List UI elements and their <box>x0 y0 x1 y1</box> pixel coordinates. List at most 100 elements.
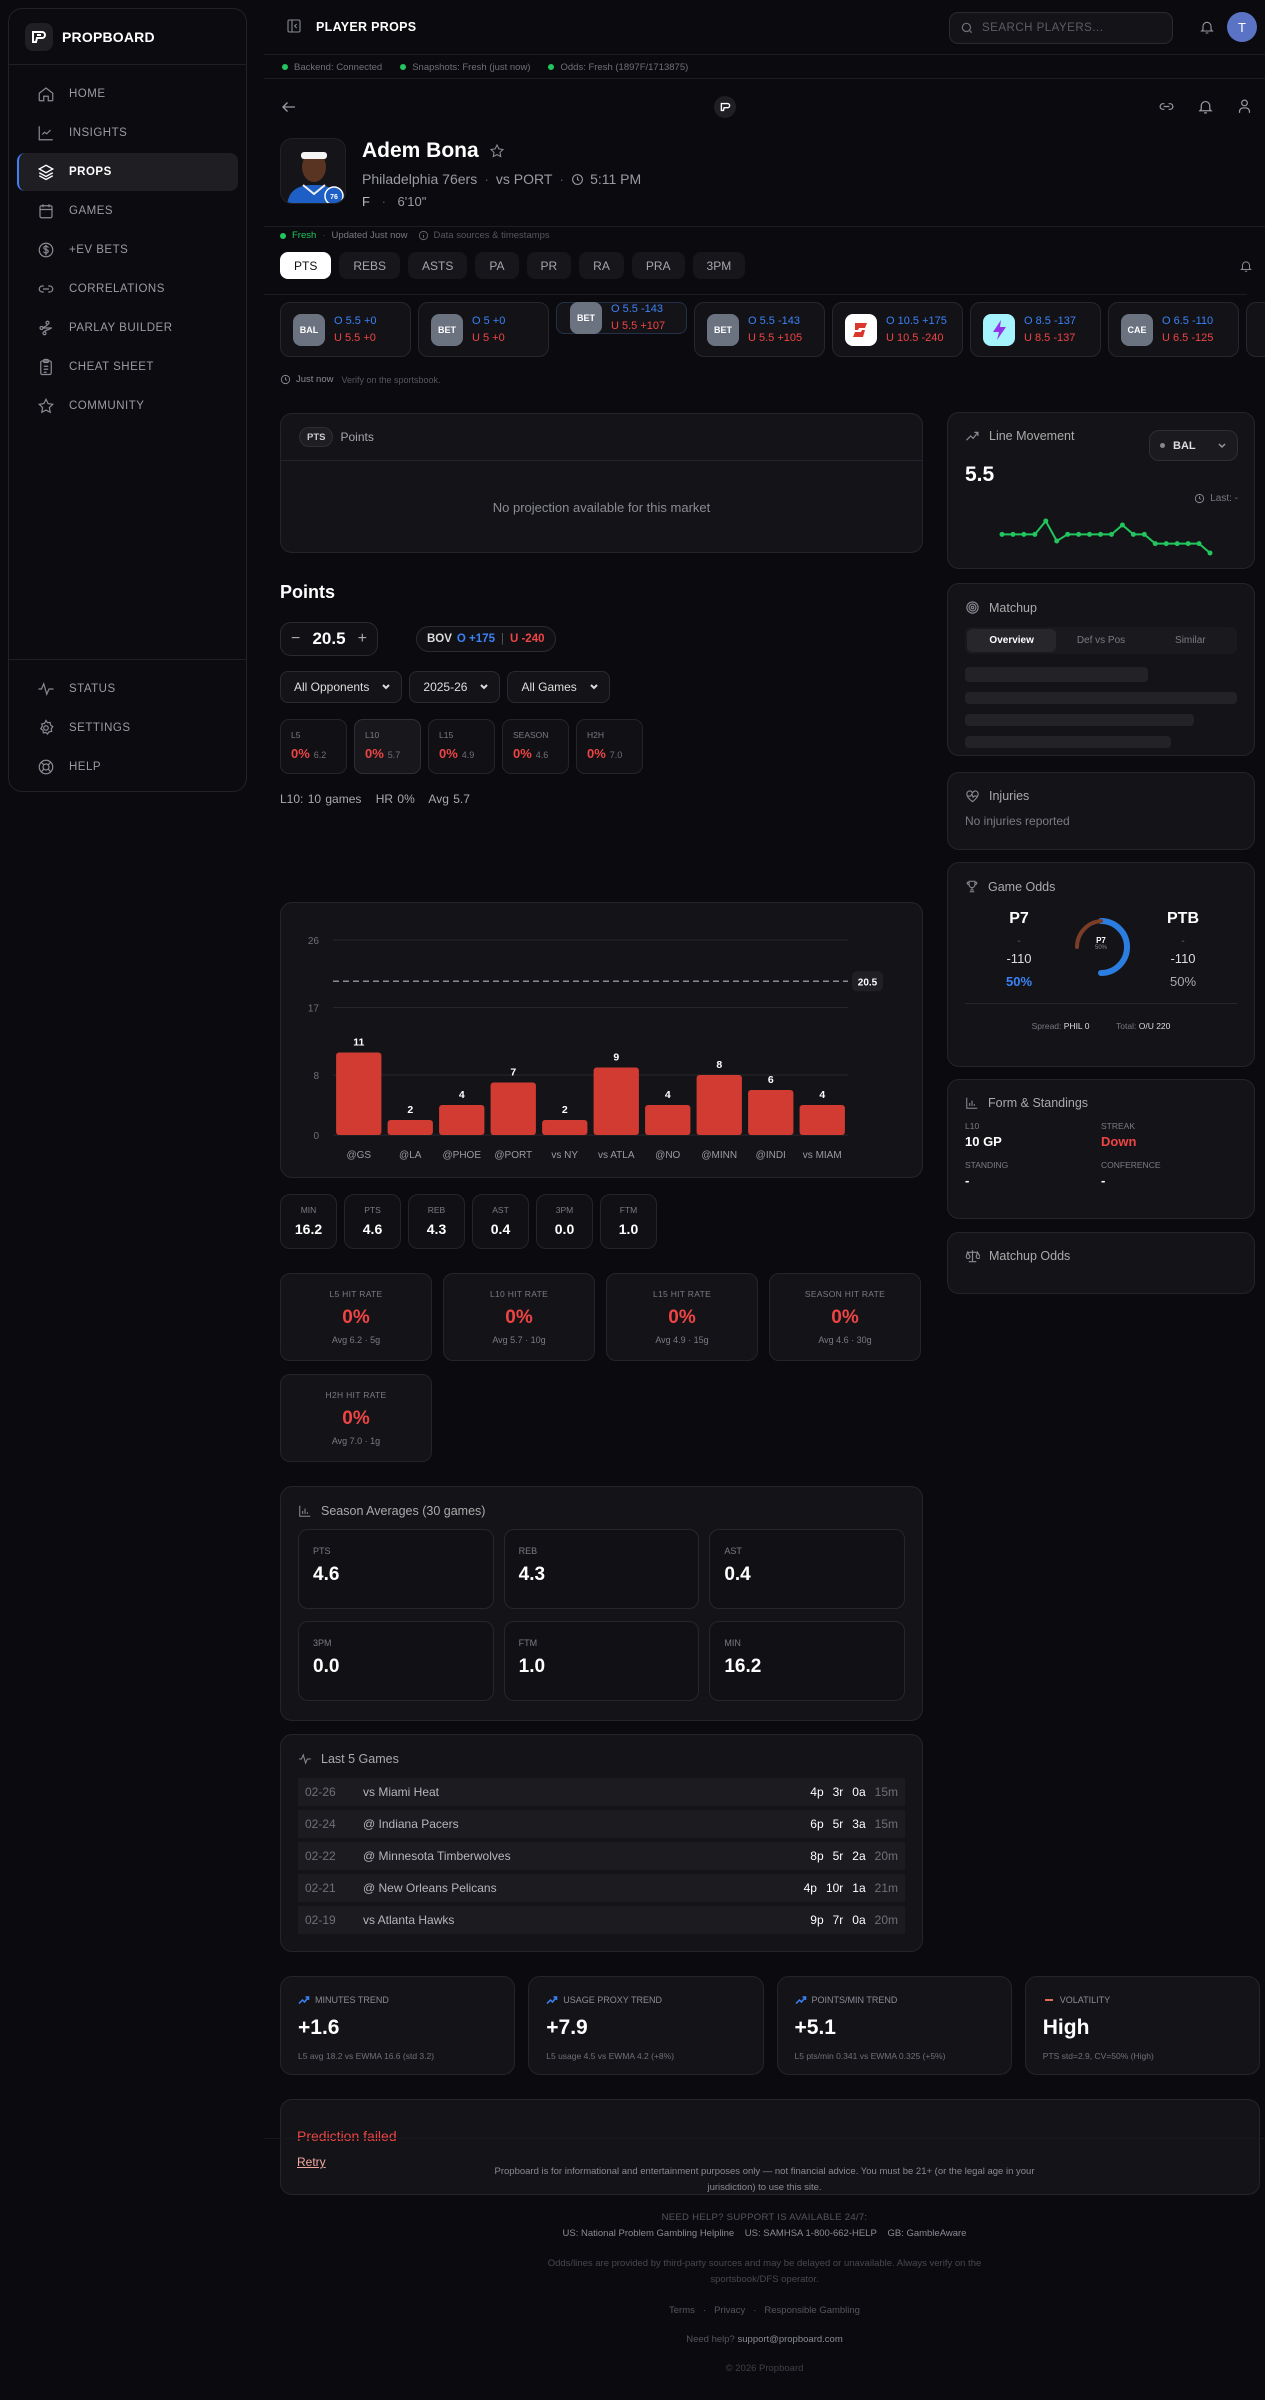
sidebar-item-props[interactable]: PROPS <box>17 153 238 191</box>
bar-chart-icon <box>965 1096 988 1110</box>
tab-3pm[interactable]: 3PM <box>692 252 746 279</box>
tab-def-vs-pos[interactable]: Def vs Pos <box>1076 635 1126 646</box>
line-value[interactable]: 20.5 <box>312 629 346 648</box>
sidebar-item-help[interactable]: HELP <box>17 748 238 786</box>
notifications-bell-icon[interactable] <box>1199 18 1215 36</box>
game-row[interactable]: 02-19 vs Atlanta Hawks 9p 7r 0a 20m <box>298 1906 905 1934</box>
team-abbr: PTB <box>1167 910 1199 927</box>
separator: · <box>381 194 386 209</box>
sidebar-item-cheat-sheet[interactable]: CHEAT SHEET <box>17 348 238 386</box>
alert-bell-icon[interactable] <box>1197 98 1214 115</box>
tab-similar[interactable]: Similar <box>1175 635 1206 646</box>
bar[interactable] <box>645 1105 691 1135</box>
tab-asts[interactable]: ASTS <box>408 252 468 279</box>
user-icon[interactable] <box>1236 98 1253 115</box>
sidebar-item-insights[interactable]: INSIGHTS <box>17 114 238 152</box>
player-info: Adem Bona Philadelphia 76ers · vs PORT ·… <box>362 139 641 209</box>
sidebar-item-parlay-builder[interactable]: PARLAY BUILDER <box>17 309 238 347</box>
hit-card-season[interactable]: SEASON 0% 4.6 <box>502 719 569 774</box>
responsible-gambling-link[interactable]: Responsible Gambling <box>764 2305 860 2316</box>
bar[interactable] <box>387 1120 433 1135</box>
link-icon[interactable] <box>1158 98 1175 115</box>
bar[interactable] <box>593 1067 639 1136</box>
book-card[interactable]: O 8.5 -137 U 8.5 -137 <box>970 302 1101 357</box>
favorite-star-icon[interactable] <box>489 143 505 159</box>
hit-rate-sub: Avg 5.7 · 10g <box>492 1335 546 1345</box>
increment-button[interactable]: + <box>357 630 367 647</box>
search-input[interactable] <box>982 22 1152 34</box>
game-row[interactable]: 02-24 @ Indiana Pacers 6p 5r 3a 15m <box>298 1810 905 1838</box>
stat-label: AST <box>492 1205 509 1215</box>
tab-ra[interactable]: RA <box>579 252 624 279</box>
retry-link[interactable]: Retry <box>297 2155 326 2169</box>
bov-odds-pill[interactable]: BOV O +175 | U -240 <box>416 626 556 652</box>
tab-pa[interactable]: PA <box>475 252 519 279</box>
hit-card-l15[interactable]: L15 0% 4.9 <box>428 719 495 774</box>
helpline-link[interactable]: GB: GambleAware <box>887 2228 967 2239</box>
book-card[interactable]: O 10.5 +175 U 10.5 -240 <box>832 302 963 357</box>
hit-card-h2h[interactable]: H2H 0% 7.0 <box>576 719 643 774</box>
book-card[interactable]: CAE O 6.5 -110 U 6.5 -125 <box>1108 302 1239 357</box>
season-select[interactable]: 2025-26 <box>409 671 501 703</box>
bar[interactable] <box>439 1105 485 1135</box>
sidebar-item-ev-bets[interactable]: +EV BETS <box>17 231 238 269</box>
hit-card-l5[interactable]: L5 0% 6.2 <box>280 719 347 774</box>
sidebar-collapse-icon[interactable] <box>286 18 304 36</box>
over-odds: O 5.5 +0 <box>334 314 377 327</box>
book-dropdown[interactable]: BAL <box>1149 430 1238 461</box>
book-logo: BAL <box>293 313 325 346</box>
hit-rate-sub: Avg 7.0 · 1g <box>331 1436 381 1446</box>
user-avatar[interactable]: T <box>1227 12 1257 42</box>
support-email-link[interactable]: support@propboard.com <box>737 2334 843 2345</box>
sidebar-item-settings[interactable]: SETTINGS <box>17 709 238 747</box>
search-box[interactable] <box>949 12 1173 44</box>
brand[interactable]: PROPBOARD <box>9 9 246 65</box>
bar[interactable] <box>490 1082 536 1136</box>
book-card-partial[interactable] <box>1246 302 1265 357</box>
projection-panel: PTS Points No projection available for t… <box>280 413 923 553</box>
decrement-button[interactable]: − <box>291 630 301 647</box>
bar[interactable] <box>542 1120 588 1135</box>
sidebar-item-home[interactable]: HOME <box>17 75 238 113</box>
book-card[interactable]: BAL O 5.5 +0 U 5.5 +0 <box>280 302 411 357</box>
helpline-link[interactable]: US: National Problem Gambling Helpline <box>562 2228 735 2239</box>
bar[interactable] <box>748 1090 794 1135</box>
tab-overview[interactable]: Overview <box>967 629 1057 652</box>
bar[interactable] <box>336 1052 382 1136</box>
sidebar-item-games[interactable]: GAMES <box>17 192 238 230</box>
helpline-link[interactable]: US: SAMHSA 1-800-662-HELP <box>744 2228 877 2239</box>
book-card[interactable]: BET O 5 +0 U 5 +0 <box>418 302 549 357</box>
chevron-down-icon <box>1217 441 1227 451</box>
opponent-select[interactable]: All Opponents <box>280 671 403 703</box>
tab-pts[interactable]: PTS <box>280 252 332 279</box>
hit-rate-value: 0% <box>505 1307 533 1328</box>
hit-card-l10[interactable]: L10 0% 5.7 <box>354 719 421 774</box>
game-row[interactable]: 02-26 vs Miami Heat 4p 3r 0a 15m <box>298 1778 905 1806</box>
tab-pr[interactable]: PR <box>526 252 572 279</box>
sidebar-item-correlations[interactable]: CORRELATIONS <box>17 270 238 308</box>
game-row[interactable]: 02-22 @ Minnesota Timberwolves 8p 5r 2a 20m <box>298 1842 905 1870</box>
star-icon <box>37 397 55 415</box>
games-select[interactable]: All Games <box>507 671 610 703</box>
tab-rebs[interactable]: REBS <box>339 252 401 279</box>
sidebar-item-community[interactable]: COMMUNITY <box>17 387 238 425</box>
market-alert-bell-icon[interactable] <box>1239 258 1253 274</box>
panel-title-text: Form & Standings <box>988 1096 1089 1110</box>
back-arrow-icon[interactable] <box>280 98 298 116</box>
stat-label: FTM <box>518 1638 538 1648</box>
bar[interactable] <box>696 1075 742 1135</box>
tab-pra[interactable]: PRA <box>631 252 685 279</box>
game-pts: 4p <box>810 1785 824 1799</box>
bar[interactable] <box>799 1105 845 1135</box>
trend-label: USAGE PROXY TREND <box>563 1995 662 2005</box>
trend-value: +7.9 <box>546 2016 588 2039</box>
sidebar-item-status[interactable]: STATUS <box>17 670 238 708</box>
book-card[interactable]: BET O 5.5 -143 U 5.5 +105 <box>694 302 825 357</box>
terms-link[interactable]: Terms <box>669 2305 695 2316</box>
team-win-pct: 50% <box>1169 974 1197 989</box>
game-row[interactable]: 02-21 @ New Orleans Pelicans 4p 10r 1a 21m <box>298 1874 905 1902</box>
book-card[interactable]: BET O 5.5 -143 U 5.5 +107 <box>556 302 687 334</box>
privacy-link[interactable]: Privacy <box>714 2305 746 2316</box>
info-icon[interactable] <box>418 230 429 241</box>
data-sources-link[interactable]: Data sources & timestamps <box>433 230 550 241</box>
